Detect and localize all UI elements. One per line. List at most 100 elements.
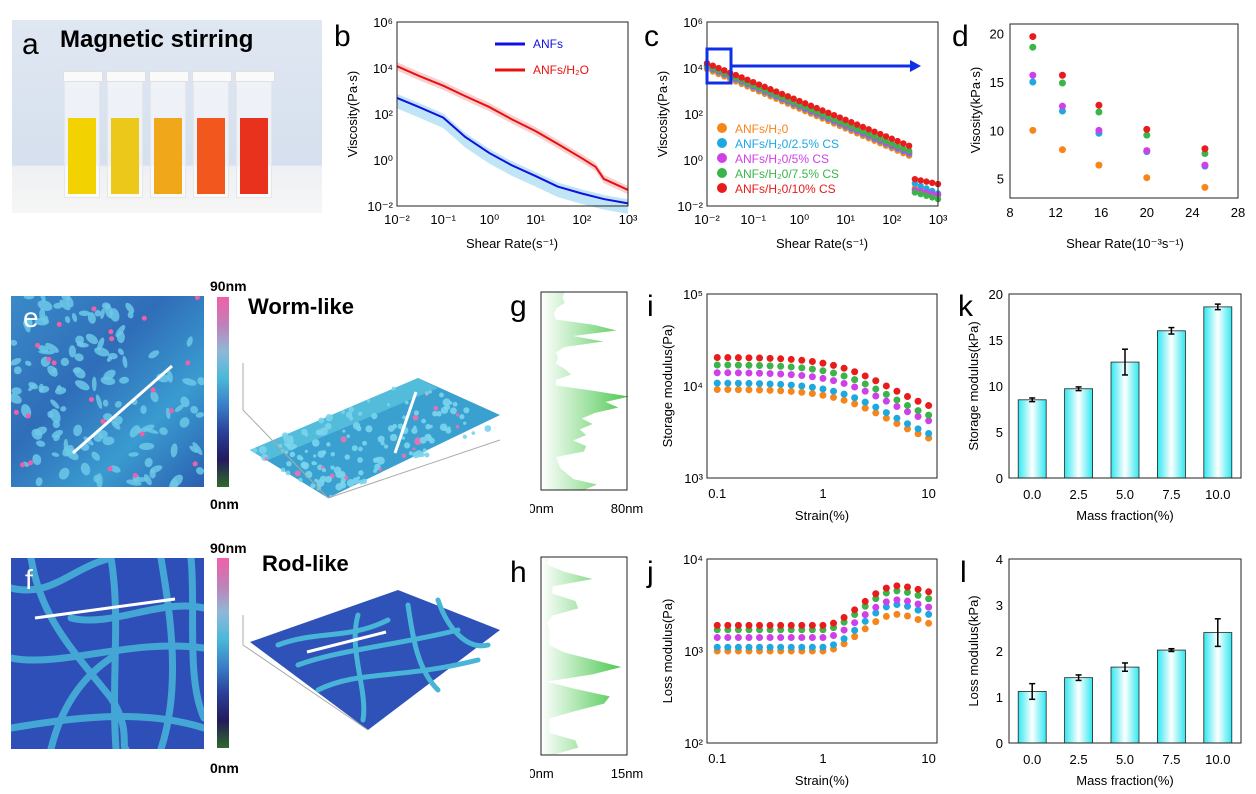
legend-marker [717,168,727,178]
data-point [903,392,911,400]
data-point [872,403,880,411]
fiber-bump [459,414,465,420]
fiber-segment [195,412,204,418]
chart-k-storage-bars: 0.0 2.5 5.0 7.5 10.0 0 5 10 15 20 Storage modulus(… [966,287,1242,523]
data-point [929,179,936,187]
data-point [787,381,795,389]
data-point [861,625,869,633]
fiber-bump [330,452,335,457]
legend-label: ANFs/H₂O [533,63,589,77]
fiber-segment [13,366,22,375]
panel-label-i: i [647,290,654,323]
data-point [761,83,768,91]
fiber-bump [286,435,294,443]
data-point [798,388,806,396]
fiber-bump [312,439,320,447]
plot-frame [396,21,629,207]
data-point [872,618,880,626]
fiber-bump [321,450,327,455]
data-point [903,612,911,620]
data-point [790,95,797,102]
fiber-segment [103,369,116,381]
data-point [777,387,785,395]
bar [1110,361,1140,479]
data-point [840,635,848,643]
fiber-segment [128,452,139,457]
x-tick-label: 10⁻¹ [740,212,766,227]
fiber-bump [356,425,362,432]
fiber-bump [325,414,333,422]
fiber-bump [289,451,296,458]
data-point [861,611,869,619]
x-axis-label: Shear Rate(s⁻¹) [776,236,868,251]
fiber-bump [447,426,451,430]
bar [1203,306,1233,479]
x-tick-label: 0.0 [1023,752,1041,767]
panel-label-a: a [22,28,39,61]
y-tick-label: 10 [990,123,1004,138]
panel-label-c: c [644,20,659,53]
data-point [903,420,911,428]
fiber-bump [484,425,492,432]
x-max-label: 15nm [611,766,644,781]
fiber-segment [11,339,18,346]
x-tick-label: 20 [1140,205,1154,220]
data-point [734,379,742,387]
bar [1064,388,1093,479]
fiber-segment [114,401,122,408]
fiber-bump [317,464,323,471]
data-point [914,430,922,438]
data-point [713,621,721,629]
fiber-bump [413,410,420,416]
data-point [914,397,922,405]
fiber-bump [280,467,286,473]
fiber-bump [357,457,363,463]
data-point [798,372,806,380]
data-point [724,621,732,629]
data-point [925,411,933,419]
data-point [798,634,806,642]
chart-g-height-profile: 0nm 80nm [530,291,643,516]
height-peak [139,431,145,437]
fiber-segment [196,467,204,475]
fiber-bump [299,456,304,461]
x-tick-label: 10² [882,212,901,227]
legend-label: ANFs/H₂0/10% CS [735,182,836,196]
fiber-bump [419,436,427,444]
fiber-bump [264,457,268,461]
data-point [745,369,753,377]
data-point [801,100,809,107]
y-tick-label: 10⁵ [683,287,703,302]
height-peak [35,342,41,348]
fiber-segment [42,315,49,325]
data-point [894,142,901,150]
fiber-bump [294,470,301,477]
data-point [925,588,933,596]
vial-cap [149,71,189,82]
data-point [767,86,774,93]
fiber-segment [143,474,152,486]
fiber-segment [28,381,38,390]
fiber-segment [168,478,178,487]
fiber-bump [412,447,416,451]
y-tick-label: 4 [996,552,1003,567]
x-tick-label: 10³ [929,212,948,227]
data-point [1201,150,1209,158]
data-point [882,414,890,422]
data-point [734,369,742,377]
fiber-bump [383,444,389,449]
data-point [861,380,869,388]
data-point [914,606,922,614]
error-band [397,93,628,214]
fiber-bump [325,475,332,483]
data-point [745,621,753,629]
fiber-segment [39,385,50,393]
data-point [1143,147,1151,155]
data-point [851,626,859,634]
fiber-segment [139,442,155,451]
y-tick-label: 1 [996,690,1003,705]
vial-cap [106,71,146,82]
fiber-bump [326,442,331,447]
data-point [872,385,880,393]
data-point [830,619,838,627]
